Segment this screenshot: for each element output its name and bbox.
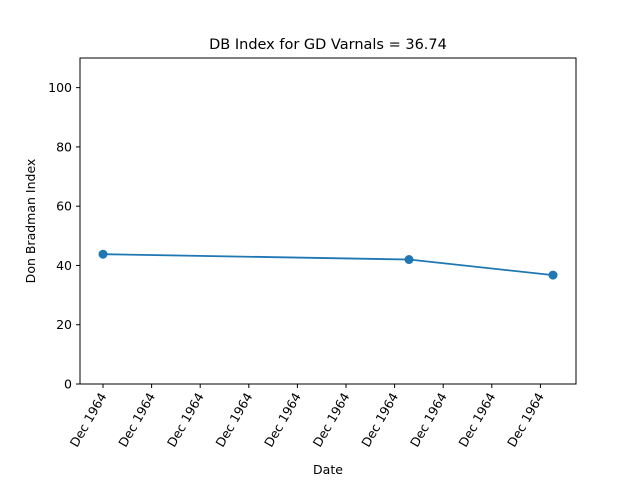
data-point [404, 255, 414, 265]
x-tick-label: Dec 1964 [67, 390, 110, 449]
y-tick-label: 60 [56, 199, 72, 214]
x-tick-label: Dec 1964 [358, 390, 401, 449]
y-tick-label: 20 [56, 317, 72, 332]
series-layer [98, 249, 558, 280]
x-tick-label: Dec 1964 [455, 390, 498, 449]
x-axis-label: Date [313, 462, 343, 477]
chart-title: DB Index for GD Varnals = 36.74 [209, 37, 447, 53]
plot-frame [79, 57, 577, 385]
y-tick-label: 100 [48, 80, 72, 95]
x-tick-label: Dec 1964 [115, 390, 158, 449]
series-line [102, 253, 554, 277]
data-point [548, 270, 558, 280]
data-point [98, 249, 108, 259]
y-tick-label: 0 [64, 377, 72, 392]
y-axis-label: Don Bradman Index [23, 159, 38, 284]
x-tick-label: Dec 1964 [407, 390, 450, 449]
x-tick-label: Dec 1964 [261, 390, 304, 449]
y-tick-label: 80 [56, 139, 72, 154]
x-tick-label: Dec 1964 [310, 390, 353, 449]
y-tick-label: 40 [56, 258, 72, 273]
x-tick-label: Dec 1964 [164, 390, 207, 449]
x-tick-label: Dec 1964 [212, 390, 255, 449]
x-tick-label: Dec 1964 [504, 390, 547, 449]
